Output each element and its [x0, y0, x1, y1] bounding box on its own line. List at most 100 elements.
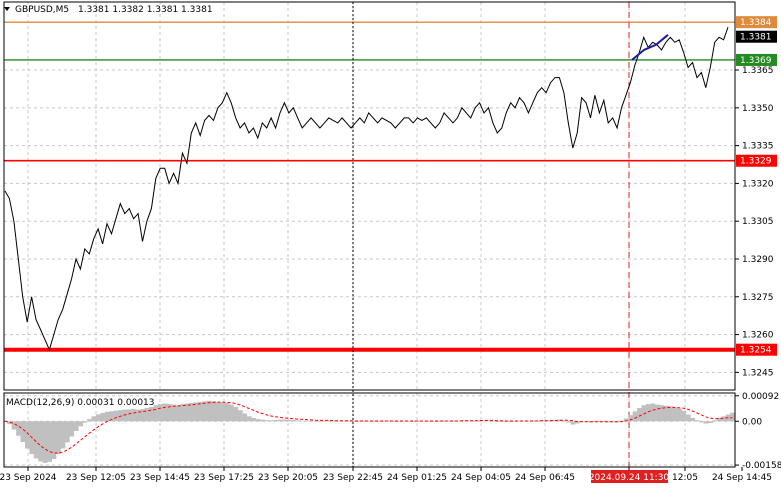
x-tick-label: 23 Sep 22:45	[323, 473, 383, 483]
x-tick-label: 23 Sep 14:45	[130, 473, 190, 483]
macd-bar	[326, 420, 332, 422]
macd-bar	[708, 421, 713, 423]
macd-bar	[690, 417, 696, 422]
macd-bar	[295, 420, 301, 422]
macd-bar	[166, 404, 172, 422]
macd-bar	[366, 421, 372, 422]
macd-bar	[149, 406, 154, 422]
macd-bar	[122, 409, 128, 422]
macd-bar	[211, 401, 217, 422]
macd-bar	[215, 401, 221, 422]
y-tick-label: 1.3335	[742, 142, 774, 152]
macd-bar	[659, 405, 665, 422]
macd-bar	[264, 420, 270, 422]
x-tick-label: 24 Sep 06:45	[515, 473, 575, 483]
macd-y-tick-label: -0.00158	[742, 461, 781, 471]
macd-bar	[16, 421, 21, 436]
macd-bar	[73, 421, 79, 431]
price-line	[4, 27, 729, 352]
collapse-triangle-icon[interactable]	[4, 7, 10, 11]
macd-bar	[344, 421, 350, 422]
macd-bar	[370, 421, 376, 422]
macd-bar	[38, 421, 44, 462]
macd-bar	[721, 416, 727, 422]
macd-title: MACD(12,26,9) 0.00031 0.00013	[6, 398, 155, 408]
macd-bar	[291, 420, 296, 422]
y-tick-label: 1.3365	[742, 66, 774, 76]
macd-bar	[668, 406, 673, 422]
macd-bar	[229, 404, 234, 422]
level-label-bg	[736, 53, 777, 66]
macd-bar	[499, 421, 505, 423]
macd-bar	[313, 421, 319, 422]
macd-bar	[51, 421, 57, 459]
macd-bar	[251, 417, 256, 422]
macd-bar	[477, 420, 483, 422]
macd-bar	[91, 416, 97, 422]
macd-bar	[441, 420, 447, 422]
macd-bar	[206, 400, 212, 422]
macd-bar	[561, 420, 567, 422]
macd-bar	[490, 421, 496, 422]
x-tick-label-highlight: 2024.09.24 11:30	[589, 473, 670, 483]
macd-bar	[273, 419, 279, 422]
macd-bar	[437, 421, 443, 422]
macd-bar	[25, 421, 30, 449]
macd-bar	[450, 421, 456, 422]
x-tick-label: 24 Sep 14:45	[712, 473, 772, 483]
level-label-bg	[736, 16, 777, 29]
macd-bar	[628, 415, 633, 422]
trend-line	[631, 34, 669, 61]
macd-bar	[104, 411, 110, 422]
macd-bar	[171, 404, 177, 422]
macd-bar	[78, 421, 83, 427]
macd-bar	[268, 420, 274, 422]
macd-bar	[508, 421, 514, 422]
level-label-bg	[736, 343, 777, 356]
macd-bar	[557, 419, 562, 422]
y-tick-label: 1.3290	[742, 255, 774, 265]
macd-bar	[308, 420, 314, 422]
macd-bar	[570, 421, 576, 425]
macd-bar	[140, 409, 146, 422]
macd-bar	[198, 401, 203, 422]
macd-bar	[100, 413, 106, 422]
time-axis: 23 Sep 2024 23 Sep 12:05 23 Sep 14:45 23 Se…	[0, 467, 772, 483]
y-tick-label: 1.3260	[742, 331, 774, 341]
macd-bar	[304, 420, 310, 422]
price-axis: 1.3365 1.3350 1.3335 1.3320 1.3305 1.3290 1.32…	[735, 66, 781, 471]
macd-bar	[601, 421, 607, 422]
macd-bar	[712, 420, 718, 422]
macd-bar	[220, 402, 225, 422]
macd-bar	[681, 410, 687, 422]
macd-bar	[184, 403, 190, 422]
macd-bar	[242, 413, 248, 422]
macd-bar	[410, 421, 416, 422]
macd-bar	[11, 421, 17, 430]
symbol-label: GBPUSD,M5	[15, 5, 69, 15]
macd-bar	[677, 408, 682, 422]
level-label: 1.3369	[740, 56, 772, 66]
macd-bar	[260, 419, 265, 422]
macd-bar	[397, 421, 403, 422]
macd-bar	[521, 420, 527, 422]
x-tick-label: 23 Sep 20:05	[258, 473, 318, 483]
macd-bar	[606, 421, 611, 423]
macd-bar	[517, 420, 523, 422]
macd-bar	[20, 421, 26, 443]
macd-bar	[393, 421, 398, 422]
macd-bar	[650, 403, 656, 422]
macd-bar	[694, 420, 700, 422]
macd-bar	[158, 404, 163, 422]
signal-line	[4, 401, 733, 454]
x-tick-label: 12:05	[672, 473, 698, 483]
macd-bar	[153, 405, 159, 422]
macd-bar	[131, 409, 137, 422]
macd-bar	[699, 421, 704, 423]
macd-bar	[135, 409, 141, 422]
macd-bar	[60, 421, 66, 449]
current-price-bg	[736, 30, 777, 43]
price-series	[4, 27, 729, 352]
macd-bar	[663, 405, 669, 422]
